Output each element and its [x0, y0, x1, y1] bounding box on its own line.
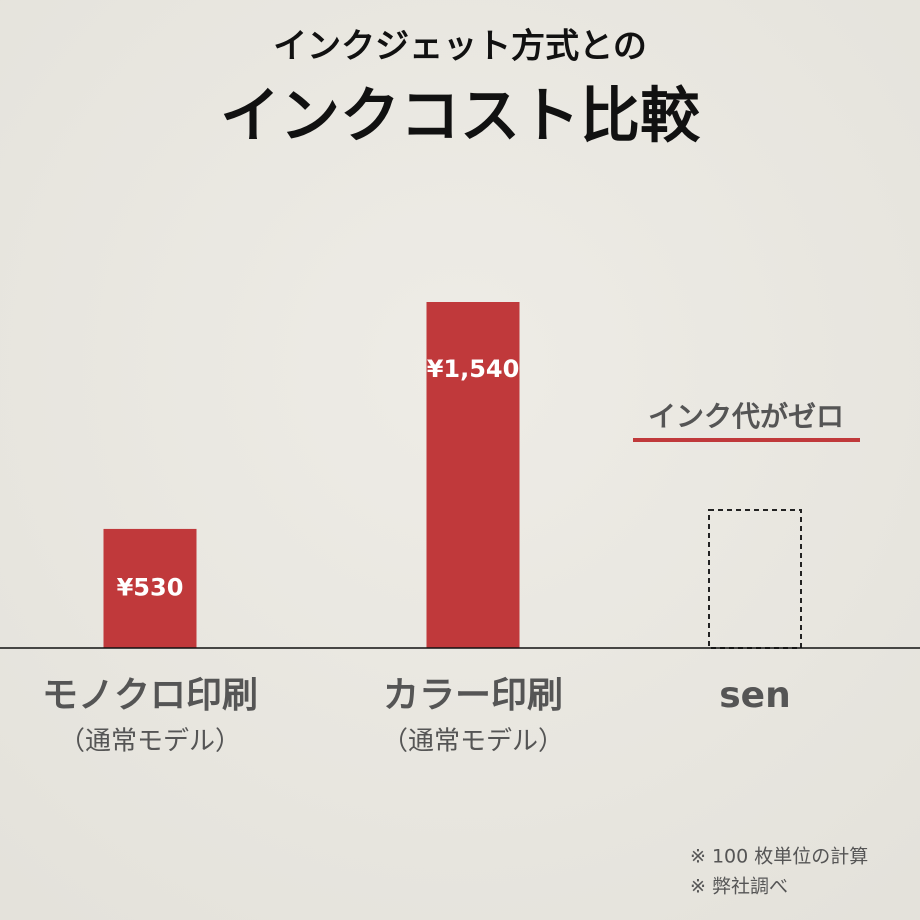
x-tick-label: sen: [719, 675, 790, 716]
x-tick-label: カラー印刷: [383, 675, 563, 716]
annotation: インク代がゼロ: [648, 400, 844, 433]
note: ※ 100 枚単位の計算: [690, 846, 868, 868]
chart-subtitle: インクコスト比較: [220, 82, 701, 152]
bar: [103, 528, 197, 648]
x-tick-label: モノクロ印刷: [42, 675, 258, 716]
x-tick-note: （通常モデル）: [382, 727, 564, 757]
chart-title: インクジェット方式との: [273, 27, 647, 67]
value-label: ¥1,540: [427, 355, 520, 383]
placeholder-box: [708, 509, 802, 649]
bar: [426, 302, 520, 648]
note: ※ 弊社調べ: [690, 876, 788, 898]
x-tick-note: （通常モデル）: [59, 727, 241, 757]
value-label: ¥530: [117, 573, 184, 601]
